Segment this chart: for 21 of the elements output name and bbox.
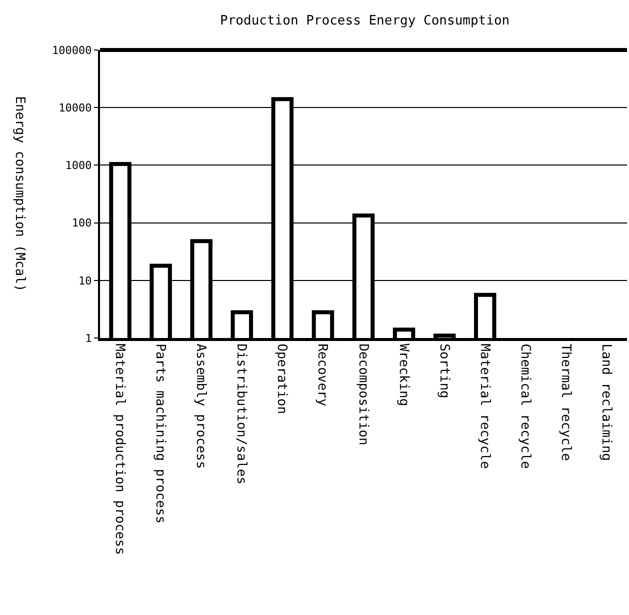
x-tick-label: Operation — [274, 344, 290, 414]
y-tick-label: 10 — [78, 274, 92, 288]
x-tick-label: Chemical recycle — [517, 344, 532, 469]
x-tick-label: Sorting — [436, 344, 452, 398]
x-tick-label: Decomposition — [355, 344, 370, 446]
y-tick-label: 10000 — [58, 101, 92, 114]
x-tick-label: Wrecking — [396, 344, 411, 406]
chart-title: Production Process Energy Consumption — [220, 13, 510, 28]
y-axis-title: Energy consumption (Mcal) — [12, 96, 27, 292]
y-tick-label: 100 — [72, 216, 92, 230]
x-tick-label: Material recycle — [476, 344, 492, 469]
x-tick-label: Assembly process — [193, 344, 208, 469]
x-tick-label: Land reclaiming — [598, 344, 614, 462]
x-tick-label: Parts machining process — [152, 344, 168, 524]
x-tick-label: Distribution/sales — [234, 344, 249, 484]
x-tick-label: Thermal recycle — [558, 344, 573, 462]
y-tick-label: 1 — [85, 332, 92, 345]
x-tick-label: Material production process — [112, 344, 128, 555]
y-tick-label: 100000 — [52, 44, 92, 57]
x-tick-label: Recovery — [314, 344, 330, 406]
y-tick-label: 1000 — [65, 159, 92, 172]
